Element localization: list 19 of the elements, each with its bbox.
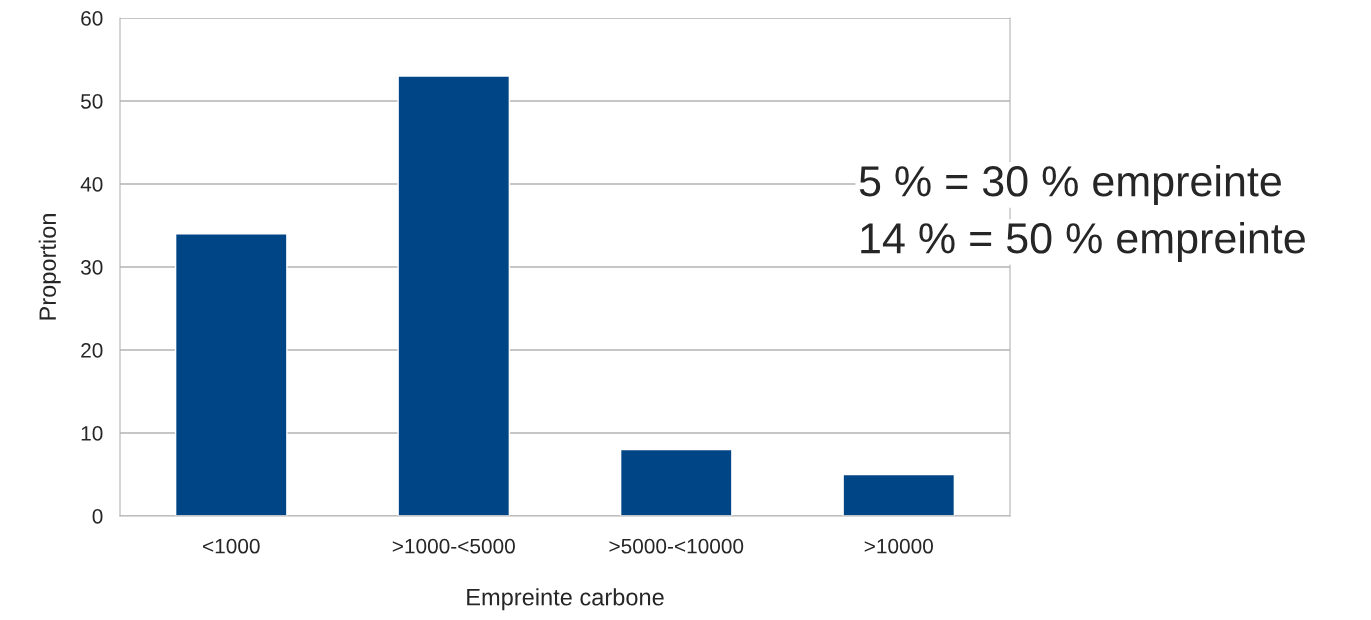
y-tick-label: 50 xyxy=(81,94,103,109)
bar xyxy=(842,473,956,516)
annotation: 5 % = 30 % empreinte xyxy=(859,164,1281,206)
x-tick-label: <1000 xyxy=(203,538,260,554)
bar xyxy=(397,75,511,516)
x-axis-title: Empreinte carbone xyxy=(467,588,664,611)
x-tick-label: >1000-<5000 xyxy=(392,538,515,554)
bar xyxy=(619,448,733,516)
x-tick-label: >10000 xyxy=(864,538,933,554)
y-axis-title: Proportion xyxy=(38,214,61,320)
x-tick-label: >5000-<10000 xyxy=(609,538,744,554)
y-tick-label: 10 xyxy=(81,426,103,441)
y-tick-label: 20 xyxy=(81,343,103,358)
annotation: 14 % = 50 % empreinte xyxy=(861,221,1305,263)
y-tick-label: 0 xyxy=(92,509,103,524)
bar xyxy=(174,233,288,516)
y-tick-label: 30 xyxy=(80,260,103,275)
y-tick-label: 60 xyxy=(81,11,103,26)
y-tick-label: 40 xyxy=(80,177,103,192)
